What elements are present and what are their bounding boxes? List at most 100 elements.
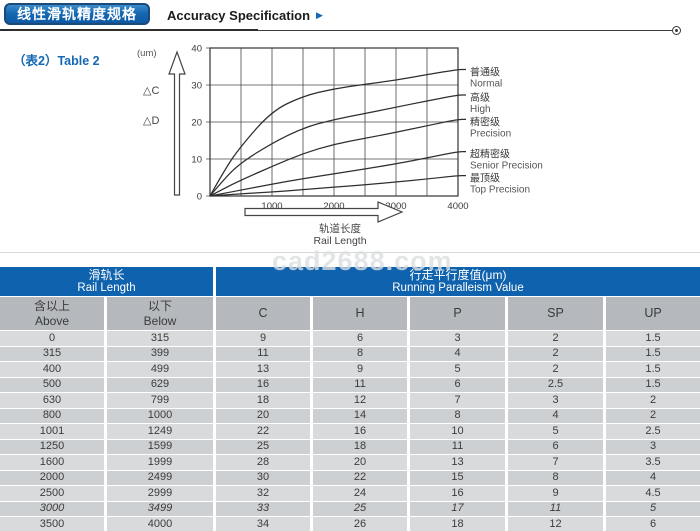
section-badge: 线性滑轨精度规格 — [4, 3, 150, 25]
table-cell: 8 — [313, 346, 407, 361]
table-cell: 1000 — [107, 408, 213, 423]
table-cell: 13 — [216, 362, 310, 377]
table-caption: （表2）Table 2 — [13, 54, 100, 68]
table-cell: 4 — [606, 470, 700, 485]
table-cell: 499 — [107, 362, 213, 377]
table-cell: 3499 — [107, 501, 213, 516]
table-cell: 2 — [508, 346, 603, 361]
table-cell: 18 — [410, 517, 505, 531]
group-header-zh: 行走平行度值(μm) — [409, 267, 507, 282]
table-cell: 13 — [410, 455, 505, 470]
table-cell: 4 — [508, 408, 603, 423]
series-curve — [209, 94, 466, 197]
table-cell: 26 — [313, 517, 407, 531]
table-cell: 4000 — [107, 517, 213, 531]
table-cell: 9 — [313, 362, 407, 377]
table-cell: 2500 — [0, 486, 104, 501]
parallelism-table: 滑轨长 Rail Length 行走平行度值(μm) Running Paral… — [0, 267, 700, 531]
table-cell: 7 — [508, 455, 603, 470]
table-cell: 24 — [313, 486, 407, 501]
y-unit-label: (um) — [137, 48, 157, 59]
group-header-rail-length: 滑轨长 Rail Length — [0, 267, 213, 296]
table-cell: 5 — [508, 424, 603, 439]
group-header-en: Rail Length — [77, 281, 136, 294]
x-axis-arrow-icon — [244, 201, 404, 223]
header-rule-thin — [258, 30, 673, 31]
table-cell: 33 — [216, 501, 310, 516]
group-header-zh: 滑轨长 — [88, 267, 125, 282]
group-header-parallelism: 行走平行度值(μm) Running Paralleism Value — [216, 267, 700, 296]
table-cell: 9 — [508, 486, 603, 501]
table-cell: 3 — [508, 393, 603, 408]
delta-c-label: △C — [143, 85, 159, 97]
table-cell: 2.5 — [508, 377, 603, 392]
table-cell: 399 — [107, 346, 213, 361]
table-cell: 16 — [216, 377, 310, 392]
table-cell: 1599 — [107, 439, 213, 454]
table-cell: 16 — [313, 424, 407, 439]
bullseye-icon — [672, 26, 681, 35]
table-cell: 315 — [107, 331, 213, 346]
legend-label-zh: 高级 — [470, 91, 490, 104]
legend-label-en: High — [470, 104, 491, 115]
legend-label-en: Senior Precision — [470, 161, 543, 172]
table-cell: 630 — [0, 393, 104, 408]
table-cell: 1600 — [0, 455, 104, 470]
table-cell: 315 — [0, 346, 104, 361]
table-cell: 25 — [313, 501, 407, 516]
column-header-sp: SP — [508, 297, 603, 330]
table-cell: 6 — [606, 517, 700, 531]
table-cell: 2 — [508, 362, 603, 377]
y-tick-label: 0 — [197, 192, 202, 203]
table-cell: 0 — [0, 331, 104, 346]
table-cell: 16 — [410, 486, 505, 501]
table-cell: 12 — [313, 393, 407, 408]
table-cell: 629 — [107, 377, 213, 392]
table-cell: 11 — [313, 377, 407, 392]
table-cell: 8 — [508, 470, 603, 485]
table-cell: 5 — [606, 501, 700, 516]
table-cell: 18 — [216, 393, 310, 408]
legend-label-en: Precision — [470, 128, 511, 139]
table-cell: 500 — [0, 377, 104, 392]
table-cell: 2499 — [107, 470, 213, 485]
section-divider — [0, 252, 700, 253]
table-cell: 7 — [410, 393, 505, 408]
table-cell: 2.5 — [606, 424, 700, 439]
legend-label-zh: 精密级 — [470, 115, 500, 128]
table-cell: 1250 — [0, 439, 104, 454]
column-header-p: P — [410, 297, 505, 330]
table-cell: 4 — [410, 346, 505, 361]
table-cell: 20 — [313, 455, 407, 470]
plot-frame — [209, 47, 459, 197]
column-header-up: UP — [606, 297, 700, 330]
table-cell: 3.5 — [606, 455, 700, 470]
table-cell: 3 — [410, 331, 505, 346]
table-cell: 9 — [216, 331, 310, 346]
table-cell: 800 — [0, 408, 104, 423]
table-cell: 17 — [410, 501, 505, 516]
table-cell: 3 — [606, 439, 700, 454]
table-cell: 6 — [410, 377, 505, 392]
series-curve — [209, 175, 466, 197]
table-cell: 22 — [313, 470, 407, 485]
table-cell: 3500 — [0, 517, 104, 531]
table-cell: 1.5 — [606, 346, 700, 361]
series-curve — [209, 68, 466, 197]
y-tick-label: 20 — [191, 118, 202, 129]
table-cell: 5 — [410, 362, 505, 377]
table-cell: 6 — [508, 439, 603, 454]
chart-curves — [209, 68, 466, 197]
table-cell: 2 — [606, 408, 700, 423]
table-cell: 1.5 — [606, 331, 700, 346]
table-cell: 15 — [410, 470, 505, 485]
x-tick-label: 4000 — [447, 201, 468, 212]
legend-label-zh: 最顶级 — [470, 173, 500, 185]
x-tick-label: 1000 — [261, 201, 282, 212]
legend-label-en: Top Precision — [470, 185, 530, 196]
legend-label-zh: 超精密级 — [470, 148, 510, 161]
table-cell: 1.5 — [606, 377, 700, 392]
table-cell: 11 — [216, 346, 310, 361]
